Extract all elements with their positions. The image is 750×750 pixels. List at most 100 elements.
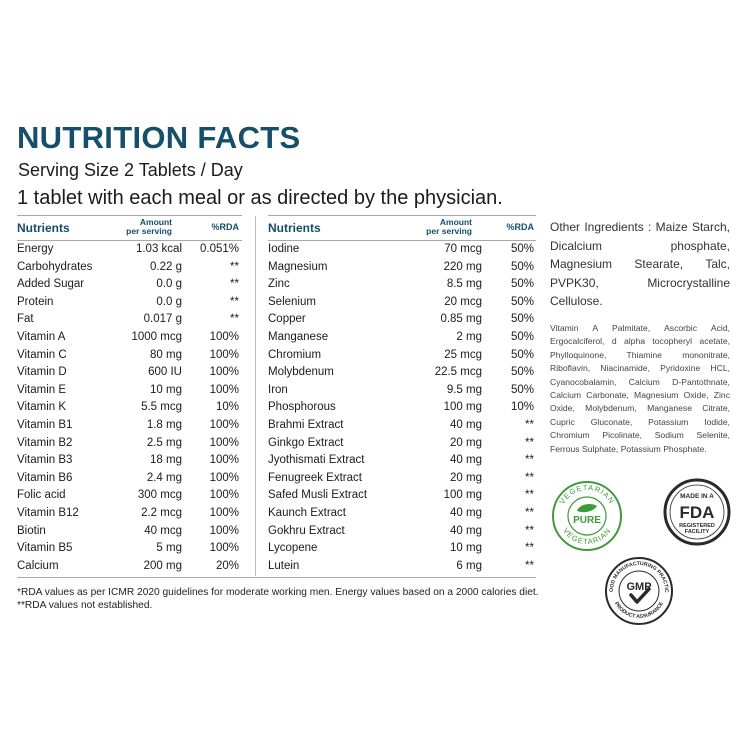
nutrient-name: Vitamin B6	[17, 471, 73, 484]
header-amount-line2: per serving	[126, 226, 172, 236]
nutrient-name: Vitamin B5	[17, 542, 73, 555]
nutrient-rda: 100%	[209, 330, 239, 343]
nutrient-rda: 50%	[510, 330, 534, 343]
nutrient-amount: 40 mg	[450, 524, 482, 537]
nutrient-amount: 18 mg	[150, 454, 182, 467]
nutrient-amount: 0.85 mg	[440, 313, 482, 326]
nutrition-table-right: Nutrients Amount per serving %RDA Iodine…	[268, 215, 536, 575]
nutrient-name: Folic acid	[17, 489, 66, 502]
table-row: Biotin 40 mcg 100%	[17, 523, 242, 541]
nutrient-name: Vitamin B3	[17, 454, 73, 467]
nutrient-name: Phosphorous	[268, 401, 336, 414]
nutrient-name: Vitamin D	[17, 366, 67, 379]
nutrient-amount: 40 mg	[450, 454, 482, 467]
table-row: Magnesium 220 mg 50%	[268, 259, 536, 277]
nutrient-rda: 100%	[209, 418, 239, 431]
nutrient-name: Lutein	[268, 559, 300, 572]
nutrient-name: Zinc	[268, 278, 290, 291]
table-header: Nutrients Amount per serving %RDA	[268, 215, 536, 241]
nutrient-rda: 0.051%	[199, 243, 239, 255]
nutrient-amount: 10 mg	[150, 383, 182, 396]
header-amount-line1: Amount	[439, 217, 472, 227]
table-row: Carbohydrates 0.22 g **	[17, 259, 242, 277]
nutrient-amount: 0.0 g	[156, 278, 182, 291]
table-row: Vitamin K 5.5 mcg 10%	[17, 399, 242, 417]
fda-logo-text: FDA	[680, 503, 715, 522]
table-row: Vitamin B3 18 mg 100%	[17, 452, 242, 470]
table-row: Ginkgo Extract 20 mg **	[268, 435, 536, 453]
table-row: Fenugreek Extract 20 mg **	[268, 470, 536, 488]
nutrient-name: Fat	[17, 313, 34, 326]
table-body: Energy 1.03 kcal 0.051% Carbohydrates 0.22 g…	[17, 241, 242, 575]
header-amount: Amount per serving	[402, 218, 472, 236]
nutrient-name: Energy	[17, 243, 54, 255]
fda-top-text: MADE IN A	[680, 493, 714, 500]
nutrient-rda: **	[525, 418, 534, 431]
nutrient-rda: 50%	[510, 260, 534, 273]
nutrient-amount: 200 mg	[143, 559, 182, 572]
nutrient-rda: 100%	[209, 489, 239, 502]
nutrient-name: Chromium	[268, 348, 322, 361]
nutrient-amount: 8.5 mg	[446, 278, 482, 291]
nutrient-name: Vitamin C	[17, 348, 67, 361]
nutrient-name: Vitamin B1	[17, 418, 73, 431]
nutrient-name: Iron	[268, 383, 288, 396]
nutrient-rda: **	[525, 506, 534, 519]
table-row: Safed Musli Extract 100 mg **	[268, 487, 536, 505]
other-ingredients: Other Ingredients : Maize Starch, Dicalc…	[550, 220, 730, 308]
nutrient-name: Copper	[268, 313, 306, 326]
veg-mid-text: PURE	[573, 515, 601, 526]
table-row: Vitamin B2 2.5 mg 100%	[17, 435, 242, 453]
header-amount-line2: per serving	[426, 226, 472, 236]
nutrient-amount: 100 mg	[443, 401, 482, 414]
table-row: Vitamin B5 5 mg 100%	[17, 540, 242, 558]
nutrient-rda: 100%	[209, 471, 239, 484]
nutrient-name: Magnesium	[268, 260, 328, 273]
table-row: Folic acid 300 mcg 100%	[17, 487, 242, 505]
table-row: Phosphorous 100 mg 10%	[268, 399, 536, 417]
table-row: Kaunch Extract 40 mg **	[268, 505, 536, 523]
nutrient-rda: 10%	[215, 401, 239, 414]
table-row: Copper 0.85 mg 50%	[268, 311, 536, 329]
table-row: Brahmi Extract 40 mg **	[268, 417, 536, 435]
table-bottom-rule	[17, 577, 536, 578]
nutrient-name: Lycopene	[268, 542, 318, 555]
nutrient-rda: **	[525, 524, 534, 537]
nutrient-rda: **	[525, 559, 534, 572]
nutrient-name: Vitamin E	[17, 383, 67, 396]
nutrient-name: Brahmi Extract	[268, 418, 344, 431]
table-row: Vitamin C 80 mg 100%	[17, 347, 242, 365]
table-row: Vitamin E 10 mg 100%	[17, 382, 242, 400]
table-row: Calcium 200 mg 20%	[17, 558, 242, 576]
nutrient-name: Vitamin B12	[17, 506, 79, 519]
nutrient-rda: 100%	[209, 348, 239, 361]
nutrient-amount: 2.5 mg	[146, 436, 182, 449]
table-row: Vitamin B12 2.2 mcg 100%	[17, 505, 242, 523]
table-row: Zinc 8.5 mg 50%	[268, 276, 536, 294]
table-header: Nutrients Amount per serving %RDA	[17, 215, 242, 241]
nutrient-name: Kaunch Extract	[268, 506, 346, 519]
leaf-icon	[577, 503, 597, 513]
table-row: Iron 9.5 mg 50%	[268, 382, 536, 400]
nutrient-rda: 50%	[510, 278, 534, 291]
table-row: Protein 0.0 g **	[17, 294, 242, 312]
nutrient-rda: **	[230, 278, 239, 291]
nutrient-amount: 40 mg	[450, 506, 482, 519]
nutrient-rda: 10%	[510, 401, 534, 414]
table-row: Manganese 2 mg 50%	[268, 329, 536, 347]
nutrient-name: Ginkgo Extract	[268, 436, 344, 449]
header-nutrients: Nutrients	[17, 221, 70, 235]
nutrient-rda: 100%	[209, 542, 239, 555]
nutrient-amount: 600 IU	[148, 366, 182, 379]
fda-bottom-text-2: FACILITY	[685, 529, 710, 535]
nutrient-amount: 70 mcg	[444, 243, 482, 255]
nutrient-amount: 80 mg	[150, 348, 182, 361]
nutrient-rda: **	[230, 313, 239, 326]
nutrient-name: Iodine	[268, 243, 300, 255]
nutrient-rda: 50%	[510, 366, 534, 379]
nutrient-amount: 1.8 mg	[146, 418, 182, 431]
header-rda: %RDA	[506, 222, 534, 232]
nutrient-rda: 50%	[510, 243, 534, 255]
nutrient-rda: **	[525, 489, 534, 502]
nutrient-rda: 50%	[510, 348, 534, 361]
